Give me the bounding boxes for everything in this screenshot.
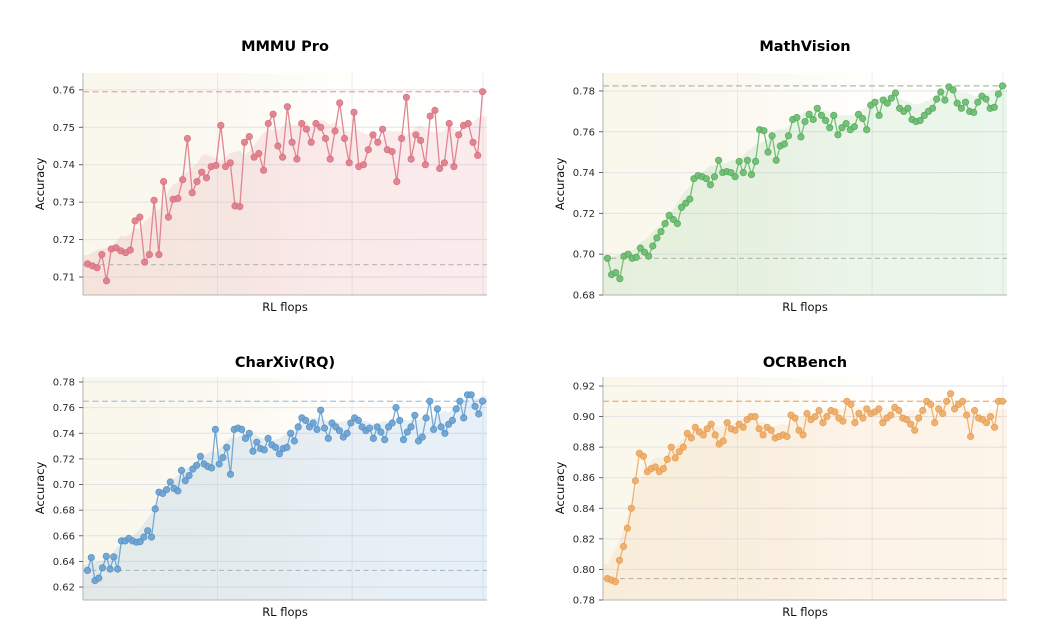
svg-text:0.68: 0.68 [53, 506, 75, 517]
y-axis-label: Accuracy [33, 158, 47, 211]
svg-text:0.68: 0.68 [573, 291, 595, 302]
plot-area: 0.62 0.64 0.66 0.68 0.70 0.72 0.74 0.76 0.78 [53, 377, 487, 601]
chart-title: OCRBench [763, 355, 847, 371]
x-axis-label: RL flops [782, 605, 828, 619]
chart-ocrbench: 0.78 0.80 0.82 0.84 0.86 0.88 0.90 0.92 OCRBenc… [520, 315, 1041, 630]
svg-text:0.76: 0.76 [573, 127, 595, 138]
svg-text:0.75: 0.75 [53, 123, 75, 134]
series-line [607, 391, 1003, 583]
svg-text:0.76: 0.76 [53, 85, 75, 96]
chart-canvas-charxiv-rq: 0.62 0.64 0.66 0.68 0.70 0.72 0.74 0.76 0.78 Cha… [33, 355, 487, 619]
y-axis-ticks: 0.78 0.80 0.82 0.84 0.86 0.88 0.90 0.92 [573, 382, 603, 607]
area-fill [603, 89, 1007, 295]
data-points [603, 82, 1007, 283]
chart-canvas-ocrbench: 0.78 0.80 0.82 0.84 0.86 0.88 0.90 0.92 OCRBenc… [553, 355, 1007, 619]
chart-charxiv-rq: 0.62 0.64 0.66 0.68 0.70 0.72 0.74 0.76 0.78 Cha… [0, 315, 520, 630]
y-axis-ticks: 0.62 0.64 0.66 0.68 0.70 0.72 0.74 0.76 0.78 [53, 377, 83, 594]
y-axis-label: Accuracy [553, 462, 567, 515]
svg-text:0.90: 0.90 [573, 412, 595, 423]
svg-text:0.92: 0.92 [573, 382, 595, 393]
svg-text:0.74: 0.74 [53, 429, 75, 440]
svg-text:0.72: 0.72 [53, 454, 75, 465]
chart-title: MMMU Pro [241, 39, 329, 55]
data-points [83, 88, 487, 285]
area-fill [83, 116, 487, 296]
data-points [603, 390, 1007, 586]
y-axis-ticks: 0.68 0.70 0.72 0.74 0.76 0.78 [573, 86, 603, 302]
svg-text:0.78: 0.78 [573, 596, 595, 607]
plot-area: 0.68 0.70 0.72 0.74 0.76 0.78 [573, 73, 1007, 302]
chart-title: MathVision [759, 39, 850, 55]
x-axis-label: RL flops [262, 300, 308, 314]
svg-text:0.88: 0.88 [573, 443, 595, 454]
chart-mathvision: 0.68 0.70 0.72 0.74 0.76 0.78 MathVision Accu… [520, 0, 1041, 315]
plot-area: 0.71 0.72 0.73 0.74 0.75 0.76 [53, 73, 487, 296]
svg-text:0.73: 0.73 [53, 198, 75, 209]
svg-text:0.80: 0.80 [573, 565, 595, 576]
chart-mmmu-pro: 0.71 0.72 0.73 0.74 0.75 0.76 MMMU Pro Accura… [0, 0, 520, 315]
svg-text:0.78: 0.78 [53, 377, 75, 388]
plot-background [603, 73, 1007, 295]
svg-text:0.70: 0.70 [53, 480, 75, 491]
svg-text:0.62: 0.62 [53, 583, 75, 594]
svg-text:0.74: 0.74 [573, 168, 595, 179]
svg-text:0.82: 0.82 [573, 534, 595, 545]
svg-text:0.78: 0.78 [573, 86, 595, 97]
svg-text:0.86: 0.86 [573, 473, 595, 484]
svg-text:0.76: 0.76 [53, 403, 75, 414]
svg-text:0.66: 0.66 [53, 531, 75, 542]
svg-text:0.84: 0.84 [573, 504, 595, 515]
chart-title: CharXiv(RQ) [235, 355, 335, 371]
x-axis-label: RL flops [782, 300, 828, 314]
y-axis-ticks: 0.71 0.72 0.73 0.74 0.75 0.76 [53, 85, 83, 284]
data-points [83, 391, 487, 585]
plot-background [83, 377, 487, 600]
gridlines [83, 377, 487, 600]
svg-text:0.72: 0.72 [573, 209, 595, 220]
plot-area: 0.78 0.80 0.82 0.84 0.86 0.88 0.90 0.92 [573, 377, 1007, 607]
area-fill [603, 401, 1007, 600]
svg-text:0.64: 0.64 [53, 557, 75, 568]
gridlines [603, 377, 1007, 601]
y-axis-label: Accuracy [33, 462, 47, 515]
svg-text:0.72: 0.72 [53, 235, 75, 246]
svg-text:0.71: 0.71 [53, 273, 75, 284]
area-fill [83, 395, 487, 600]
chart-canvas-mmmu-pro: 0.71 0.72 0.73 0.74 0.75 0.76 MMMU Pro Accura… [33, 39, 487, 314]
svg-text:0.74: 0.74 [53, 160, 75, 171]
y-axis-label: Accuracy [553, 158, 567, 211]
chart-canvas-mathvision: 0.68 0.70 0.72 0.74 0.76 0.78 MathVision Accu… [553, 39, 1007, 314]
svg-text:0.70: 0.70 [573, 250, 595, 261]
x-axis-label: RL flops [262, 605, 308, 619]
